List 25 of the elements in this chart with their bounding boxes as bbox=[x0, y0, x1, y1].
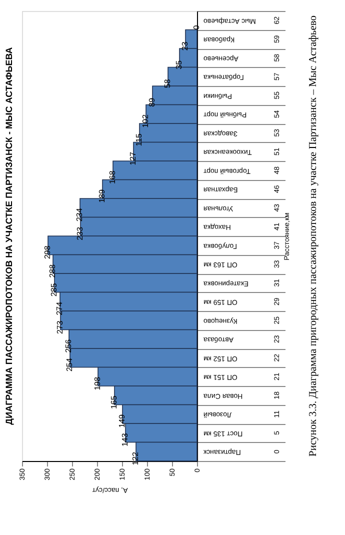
data-label: 189 bbox=[98, 188, 106, 203]
data-label: 168 bbox=[108, 170, 117, 184]
data-label: 198 bbox=[93, 376, 102, 390]
data-label: 234 bbox=[75, 208, 84, 222]
data-label: 89 bbox=[148, 97, 156, 107]
text: Рисунок 3.3. Диаграмма пригородных пассажиропотоков на участке Партизанск – Мыс Астафьево bbox=[308, 16, 319, 456]
data-label: 58 bbox=[163, 78, 172, 88]
data-label: 288 bbox=[48, 264, 57, 278]
data-label: 122 bbox=[131, 451, 140, 466]
data-label: 143 bbox=[120, 432, 130, 447]
data-label: 149 bbox=[118, 414, 126, 428]
data-label: 35 bbox=[174, 60, 184, 70]
data-label: 127 bbox=[128, 151, 138, 166]
data-label: 165 bbox=[110, 395, 118, 410]
data-label: 254 bbox=[65, 358, 74, 372]
data-label: 256 bbox=[64, 338, 73, 353]
data-label: 285 bbox=[50, 282, 58, 297]
data-label: 274 bbox=[55, 301, 64, 316]
data-label: 233 bbox=[76, 226, 84, 240]
data-label: 273 bbox=[56, 320, 64, 334]
data-label: 102 bbox=[141, 114, 150, 128]
data-label: 115 bbox=[134, 132, 144, 146]
data-label: 298 bbox=[43, 245, 52, 260]
data-label: 23 bbox=[180, 41, 190, 51]
text: ДИАГРАММА ПАССАЖИРОПОТОКОВ НА УЧАСТКЕ ПАРТИЗАНСК - МЫС АСТАФЬЕВА bbox=[4, 46, 14, 425]
